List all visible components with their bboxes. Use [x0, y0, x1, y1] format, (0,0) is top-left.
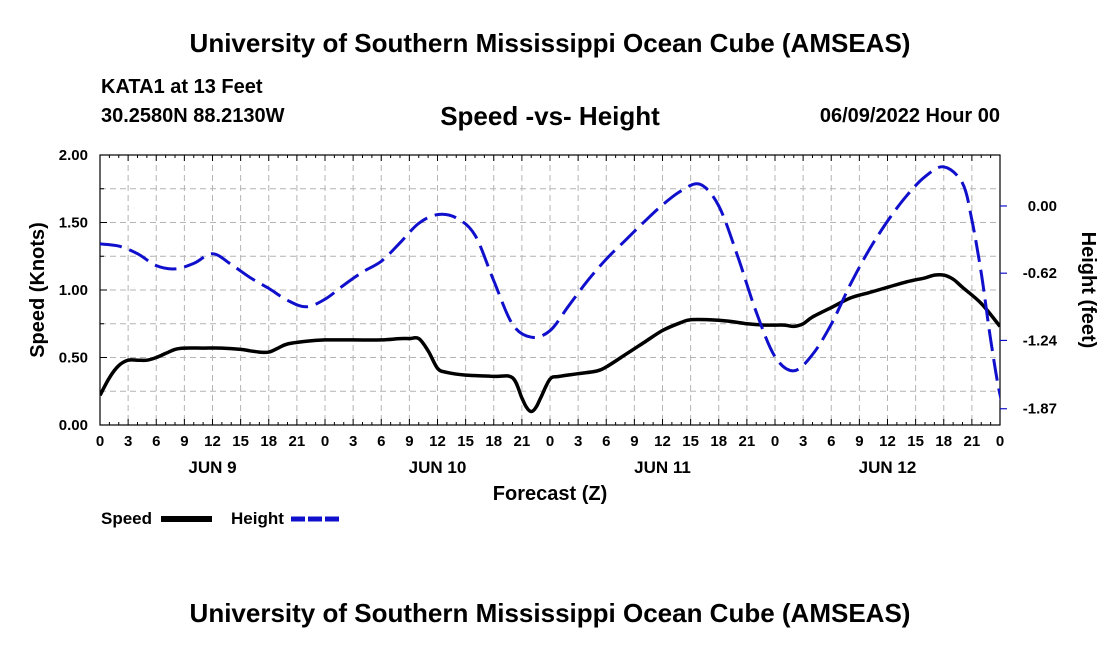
x-tick-label: 12	[879, 433, 896, 450]
chart-title: Speed -vs- Height	[440, 101, 660, 131]
x-tick-label: 21	[964, 433, 981, 450]
speed-height-chart: 0 3 6 9 12 15 18 21 0 3 6 9 12 15 18 21 0 3 6 9 12 15 18 21 0 3 6 9…	[27, 147, 1099, 522]
x-tick-label: 18	[935, 433, 952, 450]
x-tick-label: 0	[996, 433, 1004, 450]
x-tick-label: 0	[96, 433, 104, 450]
x-tick-label: 9	[405, 433, 413, 450]
x-tick-label: 9	[630, 433, 638, 450]
x-tick-label: 6	[827, 433, 835, 450]
station-coordinates: 30.2580N 88.2130W	[101, 105, 285, 127]
y-left-tick-label: 1.00	[59, 282, 88, 299]
series-line-speed	[100, 272, 1000, 414]
y-right-tick-label: -1.87	[1023, 401, 1057, 418]
x-day-label: JUN 9	[188, 458, 236, 477]
x-tick-label: 21	[739, 433, 756, 450]
forecast-datestamp: 06/09/2022 Hour 00	[819, 105, 1000, 127]
y-left-tick-label: 2.00	[59, 147, 88, 164]
y-right-tick-label: 0.00	[1028, 198, 1057, 215]
x-tick-label: 6	[602, 433, 610, 450]
x-tick-label: 15	[457, 433, 474, 450]
legend-speed-label: Speed	[101, 509, 153, 528]
x-tick-label: 3	[799, 433, 807, 450]
x-day-label: JUN 11	[634, 458, 691, 477]
x-tick-label: 12	[204, 433, 221, 450]
x-tick-label: 9	[855, 433, 863, 450]
x-tick-label: 21	[289, 433, 306, 450]
x-tick-label: 0	[321, 433, 329, 450]
x-tick-label: 12	[429, 433, 446, 450]
x-tick-label: 15	[907, 433, 924, 450]
y-left-tick-label: 0.00	[59, 417, 88, 434]
y-left-axis-title: Speed (Knots)	[27, 222, 49, 358]
x-tick-label: 3	[349, 433, 357, 450]
x-tick-label: 15	[682, 433, 699, 450]
page-title: University of Southern Mississippi Ocean…	[189, 28, 911, 58]
x-day-label: JUN 12	[859, 458, 917, 477]
series-line-height	[100, 165, 1000, 402]
x-tick-label: 18	[710, 433, 727, 450]
y-right-tick-label: -0.62	[1023, 265, 1057, 282]
x-tick-label: 9	[180, 433, 188, 450]
x-tick-label: 21	[514, 433, 531, 450]
x-tick-label: 6	[152, 433, 160, 450]
legend-height-label: Height	[231, 509, 284, 528]
x-tick-label: 6	[377, 433, 385, 450]
y-left-tick-label: 1.50	[59, 215, 88, 232]
x-tick-label: 15	[232, 433, 249, 450]
x-tick-label: 0	[771, 433, 779, 450]
x-tick-label: 12	[654, 433, 671, 450]
x-tick-label: 18	[260, 433, 277, 450]
x-axis-title: Forecast (Z)	[493, 483, 607, 505]
x-day-label: JUN 10	[409, 458, 467, 477]
footer-title: University of Southern Mississippi Ocean…	[189, 598, 911, 628]
x-tick-label: 0	[546, 433, 554, 450]
station-label: KATA1 at 13 Feet	[101, 76, 263, 98]
y-right-tick-label: -1.24	[1023, 332, 1058, 349]
y-right-axis-title: Height (feet)	[1077, 232, 1099, 349]
x-tick-label: 18	[485, 433, 502, 450]
x-tick-label: 3	[124, 433, 132, 450]
x-tick-label: 3	[574, 433, 582, 450]
y-left-tick-label: 0.50	[59, 350, 88, 367]
